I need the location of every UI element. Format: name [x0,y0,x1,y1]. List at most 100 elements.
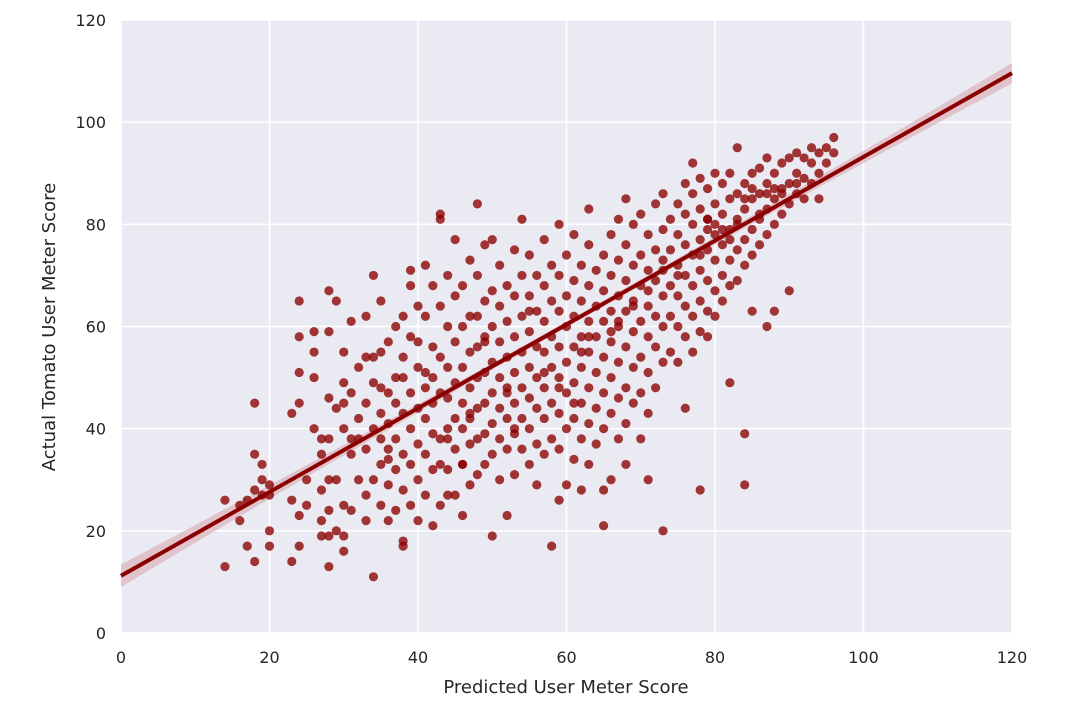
y-tick-label: 60 [86,318,106,337]
data-point [740,235,750,245]
data-point [576,434,586,444]
data-point [561,291,572,301]
data-point [509,245,520,255]
data-point [250,485,260,495]
data-point [495,301,505,311]
data-point [814,168,824,178]
data-point [472,342,482,352]
data-point [376,500,386,510]
data-point [740,194,750,204]
data-point [769,219,780,229]
data-point [405,459,416,470]
data-point [502,281,512,291]
data-point [435,352,445,362]
data-point [547,434,557,444]
data-point [250,449,260,459]
data-point [613,316,624,326]
data-point [680,332,690,342]
data-point [331,526,341,536]
data-point [680,270,690,281]
data-point [457,281,468,291]
data-point [584,459,594,470]
data-point [829,148,839,158]
data-point [740,204,750,214]
y-tick-label: 80 [86,215,106,234]
data-point [695,250,705,260]
data-point [636,352,646,362]
data-point [599,424,609,434]
data-point [361,490,371,500]
data-point [673,270,683,281]
data-point [443,393,453,403]
data-point [621,342,631,352]
data-point [420,449,431,459]
data-point [368,475,379,485]
data-point [391,434,401,444]
data-point [502,316,512,326]
data-point [688,281,698,291]
data-point [658,321,668,332]
data-point [688,158,698,168]
data-point [599,286,609,296]
data-point [665,245,676,255]
data-point [420,383,431,393]
data-point [450,235,460,245]
data-point [472,311,482,321]
data-point [532,439,542,449]
data-point [643,301,653,311]
data-point [576,362,586,372]
data-point [606,229,616,240]
data-point [628,301,638,311]
data-point [316,485,327,495]
data-point [391,505,401,515]
data-point [651,342,661,352]
data-point [376,459,386,470]
data-point [732,143,742,153]
data-point [710,255,720,265]
data-point [569,342,579,352]
data-point [339,398,349,408]
data-point [316,516,327,526]
data-point [368,270,379,281]
data-point [420,367,431,378]
data-point [591,265,601,275]
data-point [450,490,460,500]
data-point [457,398,468,408]
data-point [339,378,349,388]
data-point [621,459,631,470]
x-tick-label: 20 [259,648,279,667]
data-point [717,224,728,235]
data-point [628,327,638,337]
x-axis-title: Predicted User Meter Score [443,677,688,698]
data-point [665,347,676,357]
data-point [413,516,423,526]
data-point [487,235,497,245]
data-point [428,521,438,531]
data-point [613,214,624,224]
data-point [250,556,260,567]
data-point [754,163,765,173]
data-point [435,434,445,444]
data-point [829,132,839,143]
data-point [524,362,534,372]
data-point [673,229,683,240]
data-point [502,413,512,424]
data-point [465,480,475,490]
data-point [324,531,334,541]
data-point [680,178,690,189]
data-point [717,209,728,219]
data-point [710,286,720,296]
data-point [636,209,646,219]
data-point [264,480,275,490]
data-point [532,480,542,490]
data-point [658,189,668,199]
data-point [465,347,475,357]
data-point [502,444,512,454]
data-point [725,378,735,388]
data-point [576,398,586,408]
data-point [517,311,527,321]
data-point [398,485,408,495]
y-tick-label: 120 [75,11,106,30]
data-point [398,536,408,546]
data-point [710,311,720,321]
